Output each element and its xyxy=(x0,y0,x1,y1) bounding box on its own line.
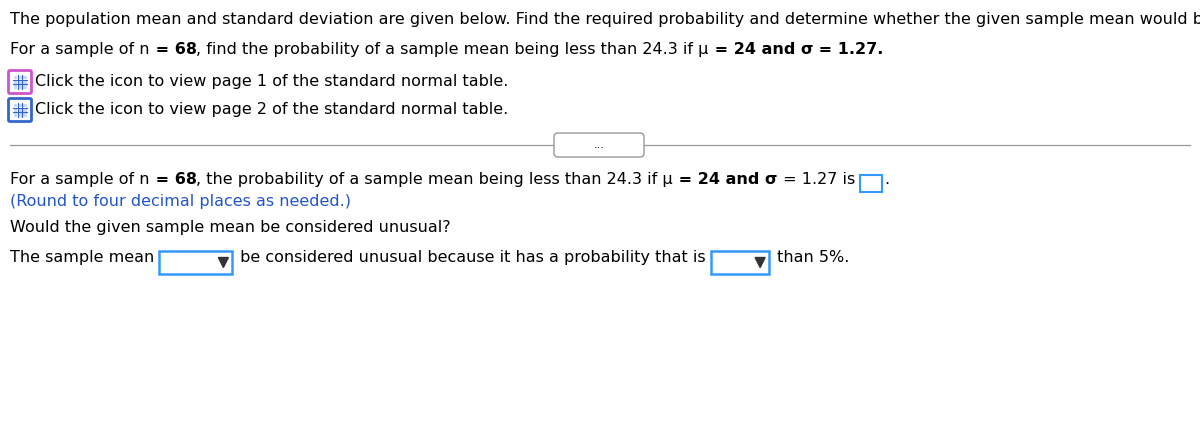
Text: For a sample of n: For a sample of n xyxy=(10,42,150,57)
Text: Would the given sample mean be considered unusual?: Would the given sample mean be considere… xyxy=(10,220,451,235)
FancyBboxPatch shape xyxy=(18,108,22,112)
FancyBboxPatch shape xyxy=(18,113,22,117)
Text: Click the icon to view page 2 of the standard normal table.: Click the icon to view page 2 of the sta… xyxy=(35,102,509,117)
FancyBboxPatch shape xyxy=(8,71,31,93)
FancyBboxPatch shape xyxy=(23,113,26,117)
Text: than 5%.: than 5%. xyxy=(772,250,850,265)
FancyBboxPatch shape xyxy=(18,80,22,84)
Text: The sample mean: The sample mean xyxy=(10,250,160,265)
FancyBboxPatch shape xyxy=(18,85,22,88)
Text: (Round to four decimal places as needed.): (Round to four decimal places as needed.… xyxy=(10,194,352,209)
FancyBboxPatch shape xyxy=(860,175,882,192)
FancyBboxPatch shape xyxy=(13,103,17,107)
Text: = 24 and σ: = 24 and σ xyxy=(673,172,778,187)
FancyBboxPatch shape xyxy=(13,108,17,112)
FancyBboxPatch shape xyxy=(13,85,17,88)
FancyBboxPatch shape xyxy=(23,75,26,79)
FancyBboxPatch shape xyxy=(712,251,769,274)
Text: The population mean and standard deviation are given below. Find the required pr: The population mean and standard deviati… xyxy=(10,12,1200,27)
Text: = 24 and σ: = 24 and σ xyxy=(709,42,814,57)
Text: , find the probability of a sample mean being less than 24.3 if μ: , find the probability of a sample mean … xyxy=(197,42,709,57)
FancyBboxPatch shape xyxy=(23,85,26,88)
FancyBboxPatch shape xyxy=(13,113,17,117)
Text: Click the icon to view page 1 of the standard normal table.: Click the icon to view page 1 of the sta… xyxy=(35,74,509,89)
Text: , the probability of a sample mean being less than 24.3 if μ: , the probability of a sample mean being… xyxy=(197,172,673,187)
FancyBboxPatch shape xyxy=(13,80,17,84)
FancyBboxPatch shape xyxy=(23,103,26,107)
Text: = 68: = 68 xyxy=(150,172,197,187)
Text: For a sample of n: For a sample of n xyxy=(10,172,150,187)
Text: ...: ... xyxy=(594,140,605,150)
Text: be considered unusual because it has a probability that is: be considered unusual because it has a p… xyxy=(235,250,712,265)
FancyBboxPatch shape xyxy=(18,75,22,79)
FancyBboxPatch shape xyxy=(554,133,644,157)
Text: = 68: = 68 xyxy=(150,42,197,57)
FancyBboxPatch shape xyxy=(23,80,26,84)
FancyBboxPatch shape xyxy=(23,108,26,112)
Polygon shape xyxy=(755,258,766,268)
FancyBboxPatch shape xyxy=(8,99,31,121)
FancyBboxPatch shape xyxy=(13,75,17,79)
Text: = 1.27.: = 1.27. xyxy=(814,42,883,57)
Polygon shape xyxy=(218,258,228,268)
FancyBboxPatch shape xyxy=(18,103,22,107)
Text: .: . xyxy=(884,172,889,187)
FancyBboxPatch shape xyxy=(160,251,233,274)
Text: = 1.27 is: = 1.27 is xyxy=(778,172,860,187)
